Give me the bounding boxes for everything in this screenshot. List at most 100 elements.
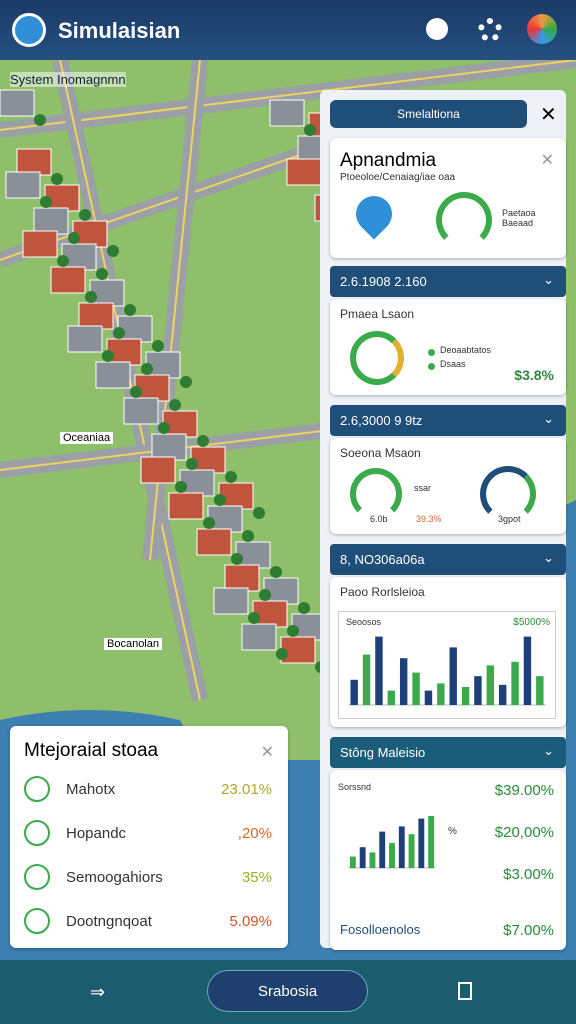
- close[interactable]: ✕: [540, 152, 554, 169]
- label: 39.3%: [416, 514, 442, 524]
- section-header: 8, NO306a06a ⌄: [330, 544, 566, 575]
- logo: [12, 13, 46, 47]
- card-title: Soeona Msaon: [340, 446, 421, 460]
- bar: [362, 654, 371, 705]
- building: [0, 89, 35, 117]
- bar: [387, 690, 396, 705]
- tree: [225, 471, 237, 483]
- footer-value: $7.00%: [503, 922, 554, 939]
- row-value: 23.01%: [221, 781, 272, 798]
- row-value: 5.09%: [229, 913, 272, 930]
- bar: [350, 679, 358, 705]
- close[interactable]: ✕: [260, 744, 274, 761]
- tree: [141, 363, 153, 375]
- tree: [214, 494, 226, 506]
- section-card: Pmaea Lsaon Deoaabtatos Dsaas $3.8%: [330, 299, 566, 395]
- building: [241, 623, 277, 651]
- building: [5, 171, 41, 199]
- building: [269, 99, 305, 127]
- tree: [107, 245, 119, 257]
- pages[interactable]: [458, 982, 472, 1000]
- row-value: 35%: [241, 869, 272, 886]
- bar: [408, 834, 415, 868]
- note: ssar: [414, 483, 432, 493]
- building: [162, 410, 198, 438]
- chevron: ⌄: [543, 550, 554, 565]
- bar: [389, 843, 395, 868]
- tree: [287, 625, 299, 637]
- building: [286, 158, 322, 186]
- row-icon: [24, 820, 50, 846]
- row-icon: [24, 776, 50, 802]
- label: 6.0b: [370, 514, 388, 524]
- chart-title: Sorssnd: [338, 782, 372, 792]
- bar-chart: [348, 636, 546, 706]
- sim-button[interactable]: Smelaltiona: [330, 100, 527, 128]
- settings-icon[interactable]: [478, 18, 502, 42]
- bar: [349, 856, 356, 868]
- bar: [369, 852, 376, 868]
- gauge: [350, 468, 402, 520]
- bar: [523, 636, 532, 705]
- building: [106, 338, 142, 366]
- building: [280, 636, 316, 664]
- gauge: [350, 331, 404, 385]
- tree: [270, 566, 282, 578]
- row-label: Dootngnqoat: [66, 913, 152, 930]
- back[interactable]: ⇒: [90, 982, 106, 1002]
- tree: [197, 435, 209, 447]
- section-header: 2.6,3000 9 9tz ⌄: [330, 405, 566, 436]
- legend-dot: [428, 363, 435, 370]
- section-header: 2.6.1908 2.160 ⌄: [330, 266, 566, 297]
- tree: [158, 422, 170, 434]
- unit: %: [448, 826, 457, 837]
- close[interactable]: ✕: [540, 104, 557, 126]
- tree: [51, 173, 63, 185]
- simulate-button[interactable]: Srabosia: [207, 970, 368, 1012]
- stats-title: Mtejoraial stoaa: [24, 740, 159, 761]
- tree: [298, 602, 310, 614]
- chevron: ⌄: [543, 743, 554, 758]
- building: [151, 433, 187, 461]
- bar: [461, 687, 470, 705]
- app-title: Simulaisian: [58, 18, 181, 43]
- building: [168, 492, 204, 520]
- tree: [248, 612, 260, 624]
- tree: [40, 196, 52, 208]
- tree: [124, 304, 136, 316]
- bar: [399, 658, 408, 705]
- gauge: [480, 466, 536, 522]
- building: [224, 564, 260, 592]
- avatar[interactable]: [527, 14, 557, 44]
- tree: [79, 209, 91, 221]
- tree: [96, 268, 108, 280]
- building: [123, 397, 159, 425]
- tree: [203, 517, 215, 529]
- building: [95, 361, 131, 389]
- building: [117, 315, 153, 343]
- section-card: Sorssnd% $39.00% $20,00% $3.00% Fosolloenolo…: [330, 770, 566, 950]
- tree: [113, 327, 125, 339]
- building: [16, 148, 52, 176]
- bar: [536, 676, 544, 705]
- place-label: Oceaniaa: [60, 432, 114, 444]
- tree: [231, 553, 243, 565]
- building: [50, 266, 86, 294]
- bar: [412, 672, 420, 705]
- chart-title: Seoosos: [346, 617, 382, 627]
- value: $39.00%: [494, 782, 554, 799]
- place-label: Bocanolan: [104, 638, 162, 650]
- tree: [169, 399, 181, 411]
- card-title: Paoo Rorlsleioa: [340, 585, 425, 599]
- road-line: [0, 59, 576, 131]
- chart-value: $5000%: [513, 617, 550, 628]
- building: [190, 446, 226, 474]
- section-card: Paoo Rorlsleioa Seoosos $5000%: [330, 577, 566, 727]
- map-label: System Inomagnmn: [10, 72, 126, 87]
- tree: [57, 255, 69, 267]
- bar: [498, 684, 507, 705]
- value: $20,00%: [494, 824, 554, 841]
- user-icon[interactable]: [426, 18, 448, 40]
- card-title: Apnandmia: [340, 150, 437, 171]
